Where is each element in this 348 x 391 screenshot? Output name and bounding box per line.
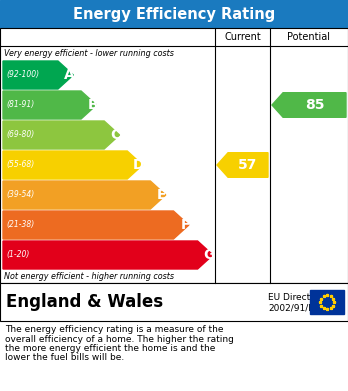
Polygon shape <box>272 93 346 117</box>
Text: C: C <box>111 128 121 142</box>
Polygon shape <box>3 241 213 269</box>
Polygon shape <box>3 211 189 239</box>
Text: Current: Current <box>224 32 261 42</box>
Polygon shape <box>217 153 268 177</box>
Text: E: E <box>157 188 167 202</box>
Text: (81-91): (81-91) <box>6 100 34 109</box>
Text: (55-68): (55-68) <box>6 160 34 170</box>
Text: (92-100): (92-100) <box>6 70 39 79</box>
Text: (1-20): (1-20) <box>6 251 29 260</box>
Bar <box>0 0 348 28</box>
Text: (69-80): (69-80) <box>6 131 34 140</box>
Text: 85: 85 <box>305 98 324 112</box>
Bar <box>0 28 348 283</box>
Text: Very energy efficient - lower running costs: Very energy efficient - lower running co… <box>4 48 174 57</box>
Polygon shape <box>3 91 96 119</box>
Polygon shape <box>3 121 120 149</box>
Text: Energy Efficiency Rating: Energy Efficiency Rating <box>73 7 275 22</box>
Polygon shape <box>3 181 166 209</box>
Text: B: B <box>87 98 98 112</box>
Bar <box>310 290 344 314</box>
Text: lower the fuel bills will be.: lower the fuel bills will be. <box>5 353 124 362</box>
Polygon shape <box>3 151 143 179</box>
Text: G: G <box>204 248 215 262</box>
Polygon shape <box>3 61 73 89</box>
Text: 57: 57 <box>238 158 258 172</box>
Text: England & Wales: England & Wales <box>6 293 163 311</box>
Text: overall efficiency of a home. The higher the rating: overall efficiency of a home. The higher… <box>5 334 234 344</box>
Bar <box>0 283 348 321</box>
Text: Not energy efficient - higher running costs: Not energy efficient - higher running co… <box>4 272 174 281</box>
Text: D: D <box>133 158 144 172</box>
Text: The energy efficiency rating is a measure of the: The energy efficiency rating is a measur… <box>5 325 223 334</box>
Text: Potential: Potential <box>287 32 331 42</box>
Text: 2002/91/EC: 2002/91/EC <box>268 303 320 312</box>
Text: (39-54): (39-54) <box>6 190 34 199</box>
Text: the more energy efficient the home is and the: the more energy efficient the home is an… <box>5 344 215 353</box>
Text: A: A <box>64 68 75 82</box>
Text: (21-38): (21-38) <box>6 221 34 230</box>
Text: EU Directive: EU Directive <box>268 292 324 301</box>
Text: F: F <box>180 218 190 232</box>
